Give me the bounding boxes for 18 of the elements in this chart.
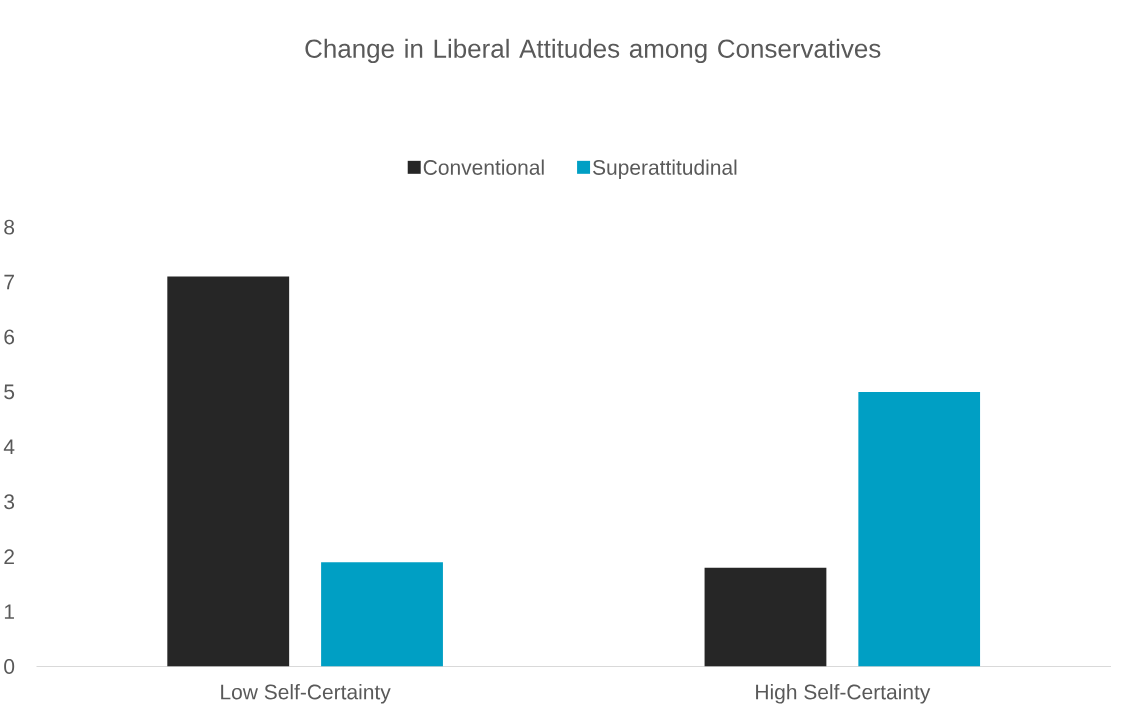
y-tick-label: 8 <box>4 219 15 235</box>
bar <box>167 276 290 667</box>
bar <box>704 567 827 667</box>
legend-label: Conventional <box>423 159 544 175</box>
y-tick-label: 1 <box>4 604 14 619</box>
bar <box>858 391 981 667</box>
y-tick-label: 7 <box>4 274 14 290</box>
legend-label: Superattitudinal <box>593 159 737 180</box>
chart-title: Change in Liberal Attitudes among Conservatives <box>305 38 881 64</box>
x-tick-label: Low Self-Certainty <box>221 684 391 704</box>
y-tick-label: 4 <box>3 439 15 455</box>
bar <box>321 562 443 667</box>
y-tick-label: 0 <box>4 659 15 674</box>
y-tick-label: 5 <box>4 384 15 400</box>
x-tick-label: High Self-Certainty <box>756 684 931 704</box>
y-tick-label: 2 <box>4 549 14 565</box>
y-tick-label: 3 <box>4 494 15 510</box>
y-tick-label: 6 <box>4 329 15 345</box>
